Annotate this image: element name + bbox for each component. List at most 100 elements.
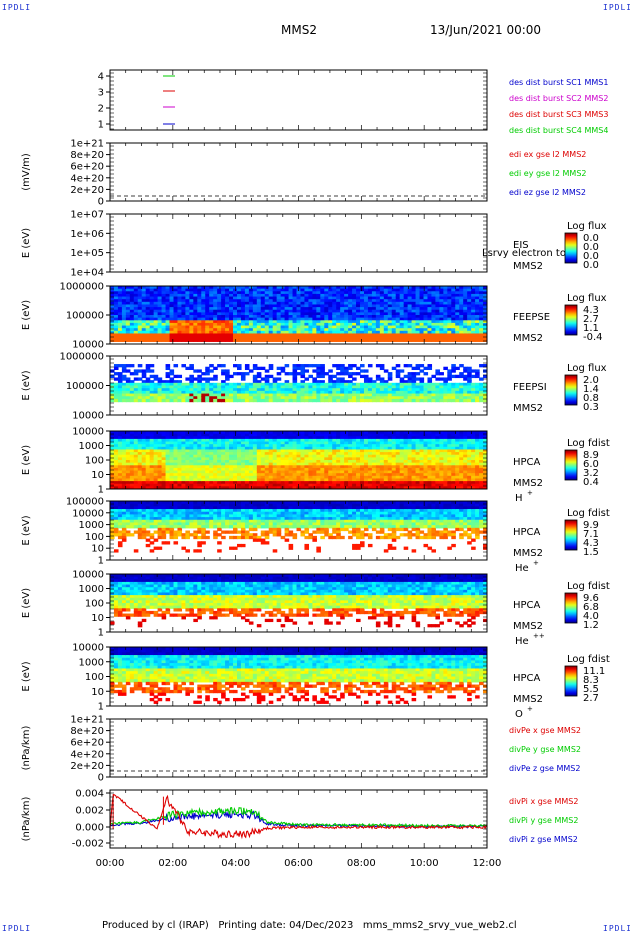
colorbar-tick-label: 6.0 — [583, 459, 599, 470]
colorbar-tick-label: 1.5 — [583, 547, 599, 558]
panel-frame-edi — [109, 142, 488, 202]
colorbar-tick-label: 0.8 — [583, 393, 599, 404]
species-charge: ++ — [533, 632, 545, 640]
colorbar-tick-label: 0.4 — [583, 477, 599, 488]
y-tick-label: 0 — [98, 197, 104, 208]
y-axis-label: E (eV) — [21, 515, 32, 545]
colorbar — [564, 519, 578, 551]
overlay-label: Lsrvy electron to — [482, 248, 566, 259]
y-tick-label: 100 — [85, 599, 104, 610]
legend-entry: divPe x gse MMS2 — [509, 726, 581, 735]
colorbar — [564, 304, 578, 336]
spacecraft-name: MMS2 — [513, 333, 543, 344]
species-label: He — [515, 563, 529, 574]
y-tick-label: 10000 — [72, 340, 104, 351]
species-label: O — [515, 709, 523, 720]
instrument-name: HPCA — [513, 457, 541, 468]
colorbar-tick-label: 1.1 — [583, 323, 599, 334]
y-axis-label: E (eV) — [21, 661, 32, 691]
y-tick-label: 2e+20 — [70, 185, 104, 196]
colorbar-tick-label: 8.9 — [583, 450, 599, 461]
y-tick-label: 1e+21 — [70, 139, 104, 150]
colorbar-tick-label: 4.0 — [583, 611, 599, 622]
colorbar-tick-label: 8.3 — [583, 675, 599, 686]
y-tick-label: 1 — [98, 702, 104, 713]
spacecraft-name: MMS2 — [513, 548, 543, 559]
spacecraft-name: MMS2 — [513, 403, 543, 414]
y-tick-label: 100000 — [66, 381, 104, 392]
y-tick-label: 2e+20 — [70, 761, 104, 772]
colorbar-tick-label: 4.3 — [583, 305, 599, 316]
colorbar-tick-label: 6.8 — [583, 602, 599, 613]
panel-frame-burst — [109, 69, 488, 131]
spacecraft-name: MMS2 — [513, 478, 543, 489]
colorbar-tick-label: 1.4 — [583, 384, 599, 395]
x-tick-label: 08:00 — [347, 858, 376, 869]
colorbar — [564, 665, 578, 697]
corner-label-bottom-right: IPDLI — [603, 924, 630, 933]
colorbar — [564, 232, 578, 264]
colorbar-tick-label: 5.5 — [583, 684, 599, 695]
corner-label-top-right: IPDLI — [603, 3, 630, 12]
y-tick-label: 2 — [98, 104, 104, 115]
x-tick-label: 02:00 — [158, 858, 187, 869]
y-axis-label: E (eV) — [21, 228, 32, 258]
colorbar-tick-label: 0.0 — [583, 233, 599, 244]
spectrogram-hpca_o — [110, 647, 487, 704]
legend-entry: edi ex gse l2 MMS2 — [509, 150, 586, 159]
y-axis-label: E (eV) — [21, 588, 32, 618]
colorbar-tick-label: 2.7 — [583, 693, 599, 704]
spacecraft-title: MMS2 — [281, 23, 317, 37]
y-tick-label: 8e+20 — [70, 150, 104, 161]
species-charge: + — [533, 559, 539, 567]
y-tick-label: 10000 — [72, 427, 104, 438]
colorbar-tick-label: -0.4 — [583, 332, 603, 343]
y-tick-label: 1000 — [79, 441, 104, 452]
y-tick-label: 1 — [98, 485, 104, 496]
y-tick-label: 1e+04 — [70, 268, 104, 279]
x-tick-label: 04:00 — [221, 858, 250, 869]
legend-entry: des dist burst SC1 MMS1 — [509, 78, 608, 87]
y-tick-label: 3 — [98, 88, 104, 99]
datetime-title: 13/Jun/2021 00:00 — [430, 23, 542, 37]
instrument-name: EIS — [513, 240, 529, 251]
instrument-name: FEEPSI — [513, 382, 547, 393]
colorbar-title: Log fdist — [567, 438, 610, 449]
corner-label-top-left: IPDLI — [2, 3, 32, 12]
colorbar-tick-label: 0.3 — [583, 402, 599, 413]
colorbar-title: Log flux — [567, 293, 607, 304]
y-tick-label: 10000 — [72, 643, 104, 654]
spacecraft-name: MMS2 — [513, 694, 543, 705]
colorbar-tick-label: 9.6 — [583, 593, 599, 604]
y-tick-label: 4e+20 — [70, 173, 104, 184]
divpi-lines — [110, 793, 487, 840]
series-line — [110, 793, 487, 840]
y-tick-label: 0 — [98, 773, 104, 784]
y-tick-label: 1e+07 — [70, 210, 104, 221]
y-tick-label: 10 — [91, 687, 104, 698]
y-tick-label: 0.004 — [75, 789, 104, 800]
y-tick-label: 100000 — [66, 311, 104, 322]
y-tick-label: 100 — [85, 672, 104, 683]
x-tick-label: 12:00 — [473, 858, 502, 869]
colorbar-tick-label: 9.9 — [583, 520, 599, 531]
colorbar-tick-label: 0.0 — [583, 260, 599, 271]
y-tick-label: 0.000 — [75, 823, 104, 834]
spacecraft-name: MMS2 — [513, 261, 543, 272]
y-tick-label: 1e+05 — [70, 248, 104, 259]
legend-entry: des dist burst SC4 MMS4 — [509, 126, 608, 135]
colorbar — [564, 449, 578, 481]
legend-entry: divPi z gse MMS2 — [509, 835, 578, 844]
instrument-name: FEEPSE — [513, 312, 550, 323]
spectrogram-feepse — [110, 286, 487, 342]
y-tick-label: 10 — [91, 544, 104, 555]
y-tick-label: 1000 — [79, 584, 104, 595]
y-tick-label: 4e+20 — [70, 749, 104, 760]
y-tick-label: 1000000 — [59, 352, 104, 363]
colorbar-tick-label: 2.0 — [583, 375, 599, 386]
legend-entry: divPi y gse MMS2 — [509, 816, 578, 825]
y-tick-label: 0.002 — [75, 806, 104, 817]
y-tick-label: 10 — [91, 613, 104, 624]
colorbar-tick-label: 2.7 — [583, 314, 599, 325]
y-tick-label: 10000 — [72, 411, 104, 422]
